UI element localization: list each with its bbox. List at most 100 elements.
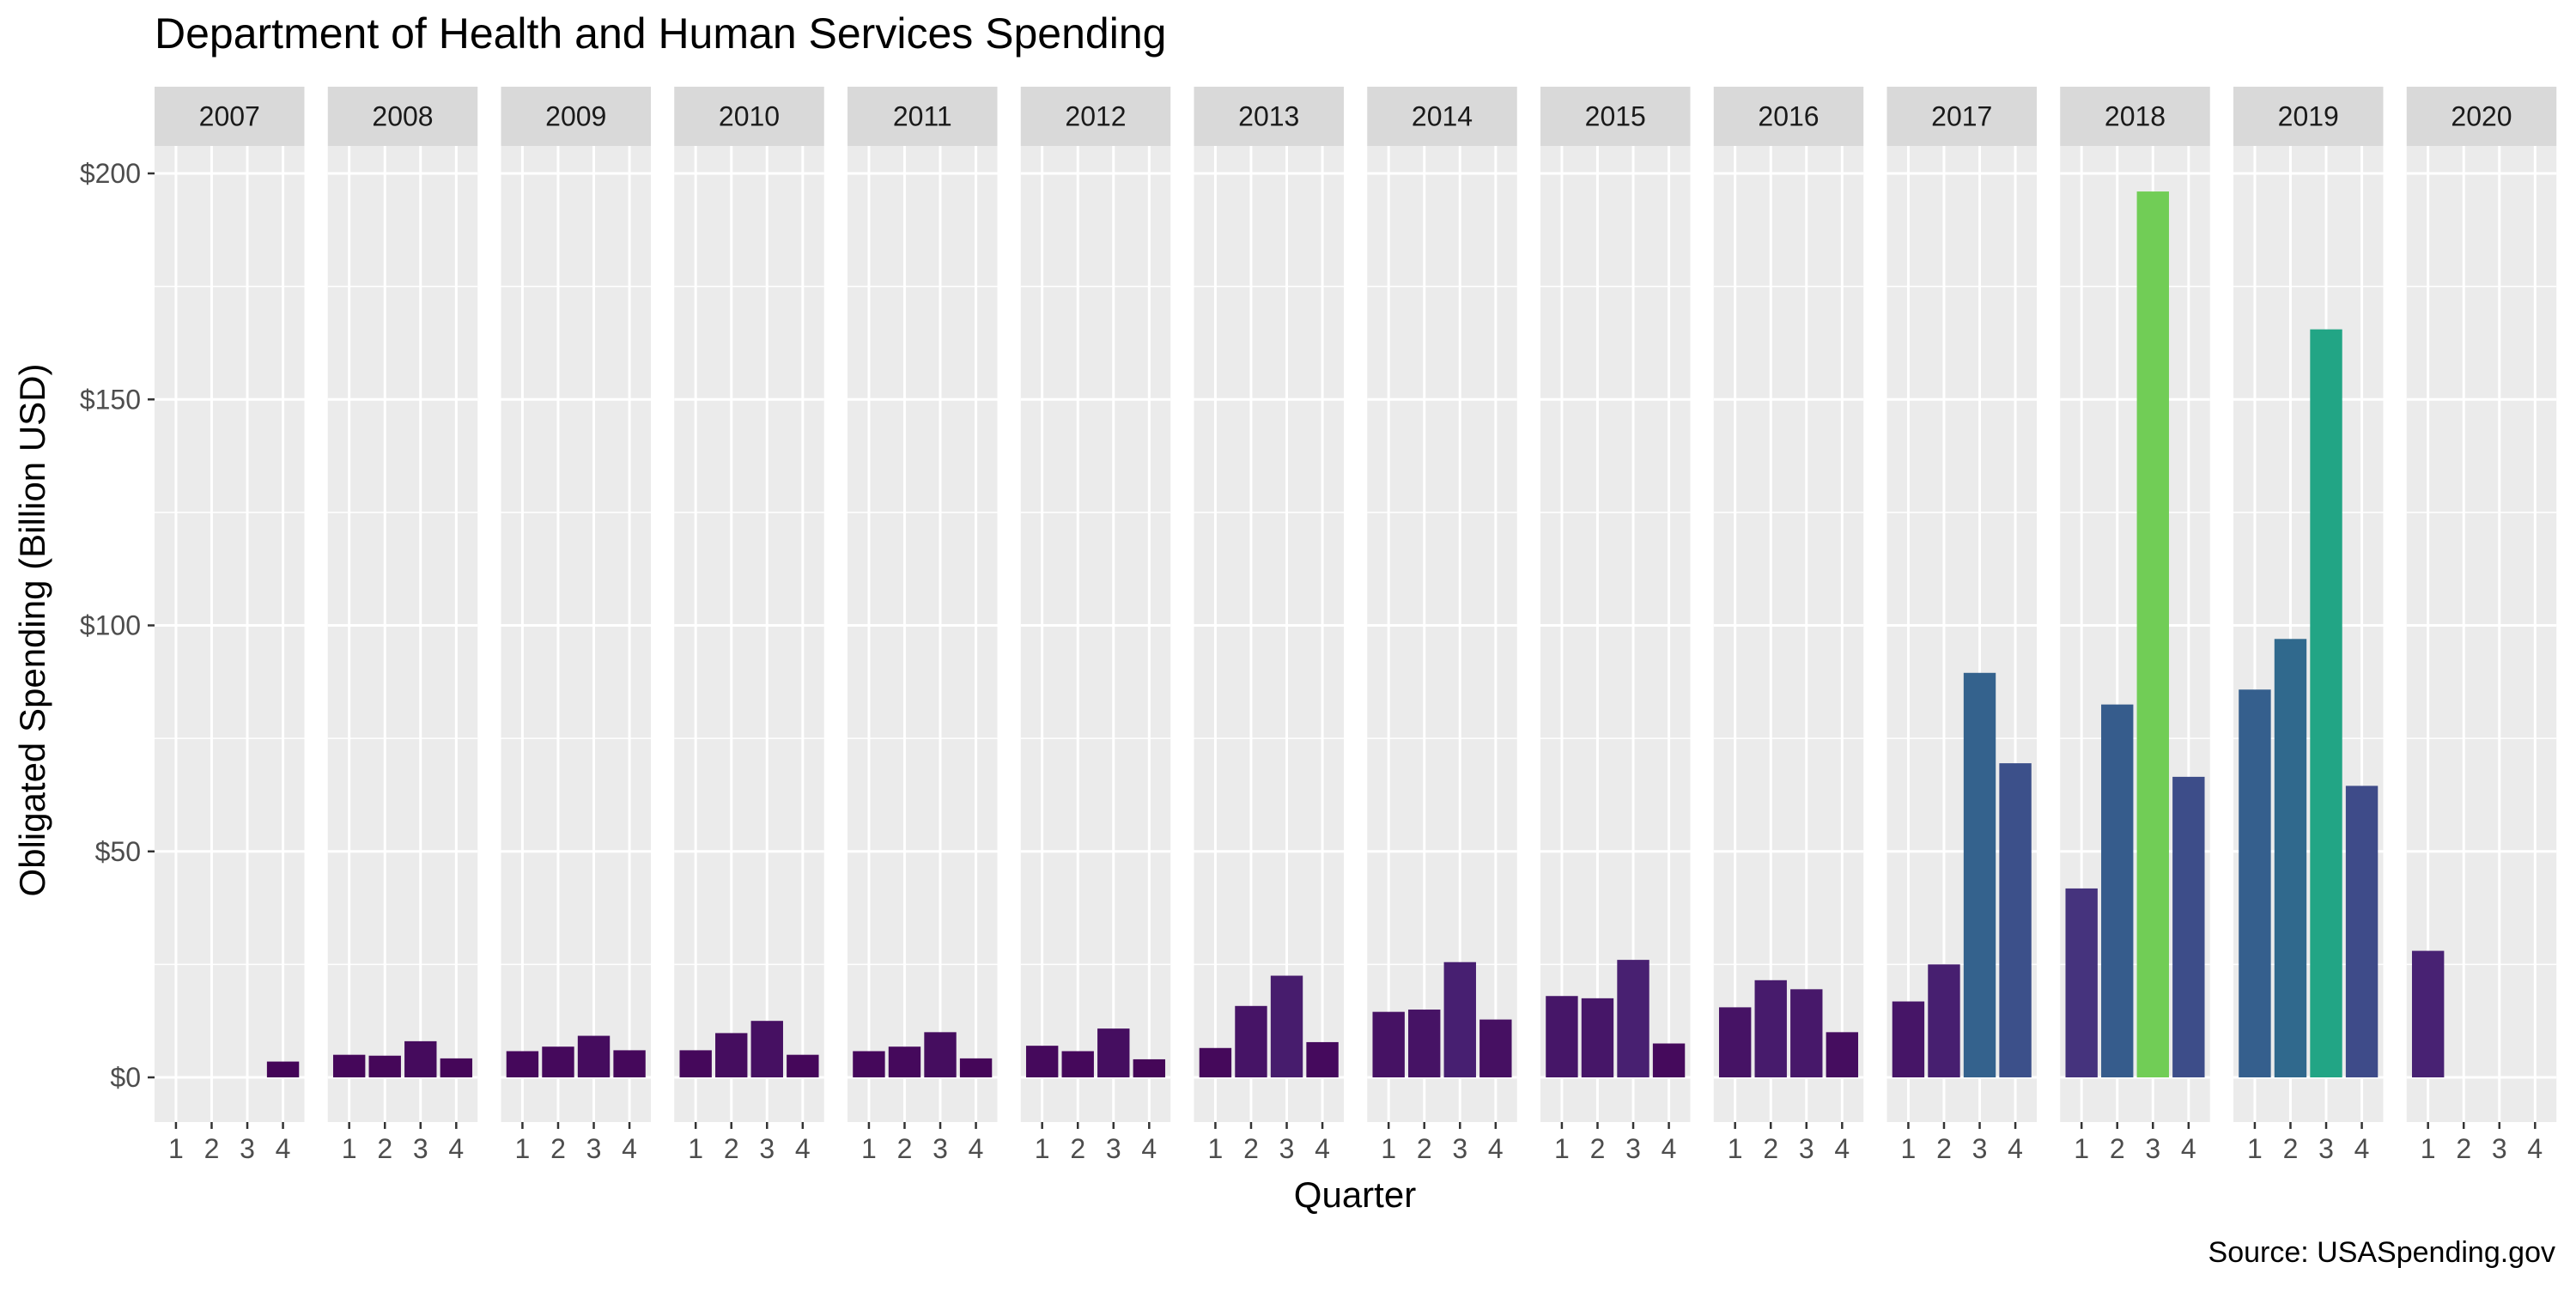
bar-2008-q4 — [440, 1058, 473, 1077]
facet-strip-label: 2008 — [372, 101, 433, 132]
x-tick-label: 4 — [2181, 1133, 2196, 1164]
facet-strip-label: 2018 — [2105, 101, 2166, 132]
bar-2012-q4 — [1133, 1058, 1166, 1077]
facet-panel-background — [1194, 146, 1344, 1122]
facet-panel-background — [1540, 146, 1691, 1122]
facet-strip — [1713, 87, 1864, 146]
chart-caption: Source: USASpending.gov — [2208, 1236, 2555, 1269]
bar-2013-q2 — [1235, 1005, 1267, 1077]
facet-strip-label: 2007 — [199, 101, 260, 132]
facet-strip-label: 2012 — [1065, 101, 1126, 132]
bar-2017-q3 — [1963, 672, 1996, 1077]
y-axis-label: Obligated Spending (Billion USD) — [12, 364, 52, 897]
bar-2007-q4 — [266, 1061, 300, 1077]
facet-panel-2013: 2013 1 2 3 4 — [1194, 87, 1344, 1164]
bar-2018-q4 — [2172, 776, 2205, 1077]
x-tick-label: 3 — [1625, 1133, 1641, 1164]
x-tick-label: 1 — [2247, 1133, 2263, 1164]
x-tick-label: 2 — [1590, 1133, 1606, 1164]
facet-panel-2018: 2018 1 2 3 4 — [2060, 87, 2210, 1164]
x-tick-label: 4 — [2354, 1133, 2370, 1164]
x-tick-label: 4 — [1834, 1133, 1850, 1164]
bar-2016-q3 — [1790, 989, 1823, 1077]
facet-strip-label: 2015 — [1585, 101, 1646, 132]
facet-strip-label: 2019 — [2278, 101, 2339, 132]
bar-2008-q1 — [332, 1054, 366, 1077]
x-tick-label: 1 — [2421, 1133, 2436, 1164]
facet-strip — [1020, 87, 1171, 146]
bar-2018-q1 — [2065, 888, 2098, 1077]
x-tick-label: 3 — [1799, 1133, 1814, 1164]
bar-2019-q1 — [2239, 689, 2271, 1077]
bar-2015-q2 — [1581, 998, 1614, 1077]
facet-strip — [501, 87, 651, 146]
bar-2010-q1 — [679, 1050, 712, 1077]
bar-2012-q3 — [1097, 1028, 1130, 1077]
x-tick-label: 3 — [1452, 1133, 1467, 1164]
facet-panel-background — [1020, 146, 1171, 1122]
bar-2009-q2 — [542, 1046, 574, 1077]
facet-panel-background — [155, 146, 305, 1122]
facet-panel-background — [674, 146, 824, 1122]
facet-panel-2014: 2014 1 2 3 4 — [1367, 87, 1517, 1164]
x-tick-label: 2 — [204, 1133, 220, 1164]
facet-strip — [848, 87, 998, 146]
y-tick-label: $50 — [95, 836, 141, 867]
bar-2016-q4 — [1826, 1032, 1859, 1077]
facet-panel-2012: 2012 1 2 3 4 — [1020, 87, 1171, 1164]
x-tick-label: 3 — [240, 1133, 255, 1164]
x-tick-label: 1 — [2074, 1133, 2089, 1164]
bar-2014-q1 — [1372, 1011, 1405, 1077]
bar-2012-q2 — [1061, 1051, 1094, 1077]
facet-panel-background — [327, 146, 478, 1122]
facet-panel-2017: 2017 1 2 3 4 — [1886, 87, 2037, 1164]
x-tick-label: 1 — [342, 1133, 357, 1164]
y-tick-label: $0 — [110, 1062, 141, 1093]
x-tick-label: 3 — [933, 1133, 948, 1164]
facet-strip-label: 2011 — [893, 101, 952, 132]
facet-panel-2019: 2019 1 2 3 4 — [2233, 87, 2384, 1164]
bar-2011-q3 — [924, 1032, 957, 1077]
x-tick-label: 1 — [1901, 1133, 1917, 1164]
x-tick-label: 4 — [448, 1133, 464, 1164]
facet-strip-label: 2017 — [1931, 101, 1992, 132]
x-tick-label: 1 — [688, 1133, 703, 1164]
bar-2011-q4 — [959, 1058, 993, 1077]
bar-2018-q2 — [2101, 704, 2134, 1077]
x-tick-label: 2 — [897, 1133, 913, 1164]
x-axis-label: Quarter — [1294, 1174, 1416, 1215]
x-tick-label: 3 — [2145, 1133, 2160, 1164]
x-tick-label: 1 — [1554, 1133, 1570, 1164]
facet-strip — [1194, 87, 1344, 146]
facet-strip-label: 2020 — [2451, 101, 2512, 132]
x-tick-label: 4 — [2527, 1133, 2543, 1164]
bar-2011-q1 — [853, 1051, 885, 1077]
x-tick-label: 4 — [2008, 1133, 2023, 1164]
x-tick-label: 3 — [1279, 1133, 1295, 1164]
x-tick-label: 2 — [2456, 1133, 2471, 1164]
bar-2015-q4 — [1652, 1043, 1686, 1077]
y-axis: $0 $50 $100 $150 $200 — [80, 158, 155, 1093]
x-tick-label: 2 — [724, 1133, 739, 1164]
x-tick-label: 2 — [2110, 1133, 2125, 1164]
bar-2019-q3 — [2310, 329, 2342, 1078]
x-tick-label: 2 — [1417, 1133, 1432, 1164]
bar-2016-q1 — [1718, 1007, 1752, 1077]
bar-2017-q4 — [1999, 763, 2032, 1077]
bar-2015-q1 — [1546, 996, 1578, 1077]
y-tick-label: $100 — [80, 610, 141, 641]
bar-2008-q2 — [368, 1055, 401, 1077]
x-tick-label: 1 — [515, 1133, 531, 1164]
facet-panel-background — [501, 146, 651, 1122]
bar-2017-q1 — [1892, 1001, 1925, 1077]
facet-strip — [1886, 87, 2037, 146]
bar-2013-q1 — [1199, 1047, 1232, 1077]
bar-2015-q3 — [1617, 960, 1649, 1077]
x-tick-label: 3 — [759, 1133, 775, 1164]
x-tick-label: 4 — [622, 1133, 637, 1164]
x-tick-label: 2 — [1070, 1133, 1085, 1164]
facet-strip — [674, 87, 824, 146]
x-tick-label: 4 — [1488, 1133, 1504, 1164]
facet-strip — [1540, 87, 1691, 146]
bar-2013-q4 — [1306, 1041, 1339, 1077]
